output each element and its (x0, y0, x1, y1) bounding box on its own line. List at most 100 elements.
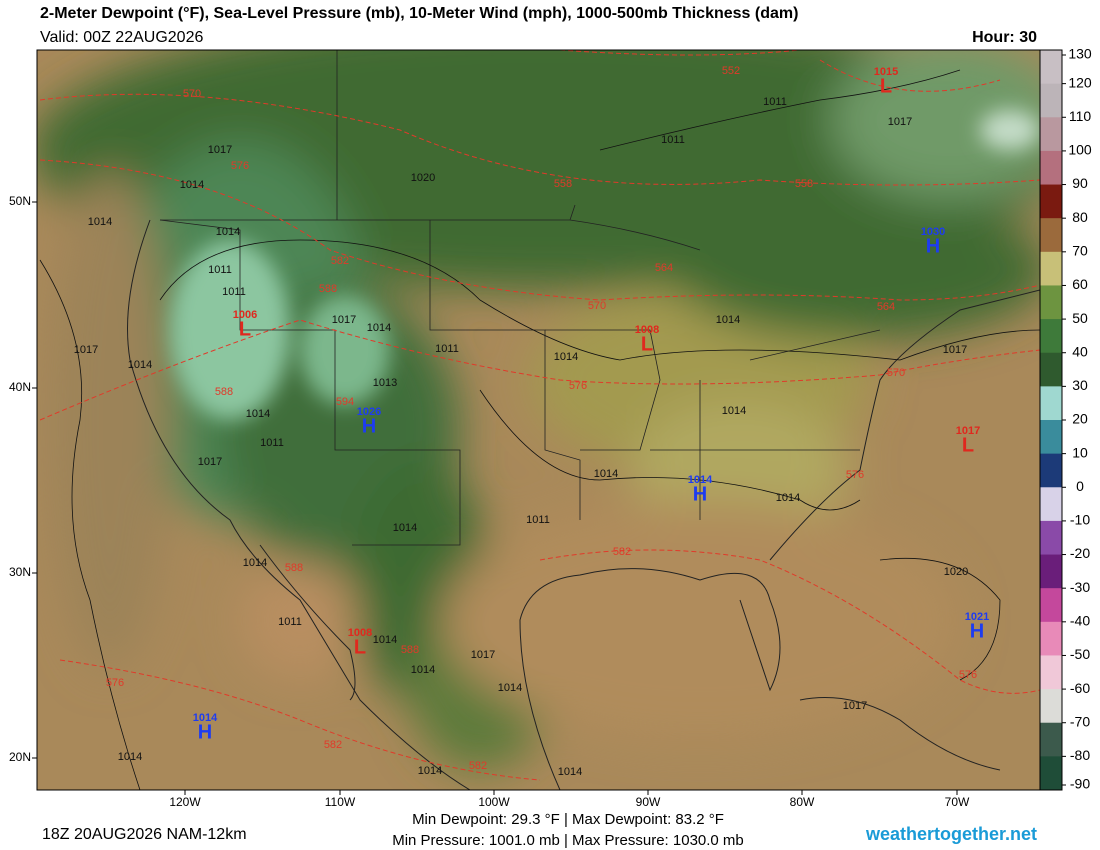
colorbar-segment (1040, 319, 1062, 354)
thickness-label: 552 (722, 65, 740, 77)
pressure-center-symbol: H (970, 620, 984, 642)
colorbar-label: 110 (1069, 108, 1092, 124)
isobar-label: 1014 (118, 751, 142, 763)
colorbar: 1301201101009080706050403020100-10-20-30… (1039, 46, 1092, 792)
pressure-center-value: 1008 (635, 324, 659, 336)
thickness-label: 594 (336, 396, 354, 408)
colorbar-label: -10 (1070, 512, 1090, 528)
latitude-label: 40N (9, 380, 31, 394)
isobar-label: 1014 (128, 359, 152, 371)
isobar-label: 1014 (716, 314, 740, 326)
isobar-label: 1014 (216, 226, 240, 238)
isobar-label: 1014 (594, 468, 618, 480)
thickness-label: 564 (877, 301, 895, 313)
isobar-label: 1014 (180, 179, 204, 191)
longitude-label: 110W (325, 795, 356, 809)
thickness-label: 570 (588, 300, 606, 312)
colorbar-segment (1040, 520, 1062, 556)
thickness-label: 588 (319, 283, 337, 295)
pressure-center-symbol: L (962, 434, 974, 456)
colorbar-label: 0 (1076, 478, 1084, 494)
colorbar-label: 10 (1072, 444, 1088, 460)
colorbar-label: 60 (1072, 276, 1088, 292)
colorbar-label: 20 (1072, 411, 1088, 427)
isobar-label: 1020 (944, 566, 968, 578)
isobar-label: 1013 (373, 377, 397, 389)
pressure-center-value: 1015 (874, 66, 898, 78)
pressure-center-value: 1017 (956, 425, 980, 437)
colorbar-label: -70 (1070, 713, 1090, 729)
colorbar-label: -60 (1070, 680, 1090, 696)
thickness-label: 582 (469, 760, 487, 772)
isobar-label: 1011 (435, 343, 459, 355)
isobars (39, 69, 1040, 790)
isobar-label: 1017 (888, 116, 912, 128)
dewpoint-detail (170, 110, 1040, 420)
pressure-center-value: 1014 (193, 712, 218, 724)
pressure-center-value: 1008 (348, 627, 372, 639)
isobar-label: 1014 (411, 664, 435, 676)
colorbar-segment (1040, 83, 1062, 118)
thickness-label: 576 (569, 380, 587, 392)
colorbar-label: -80 (1070, 747, 1090, 763)
isobar-label: 1017 (943, 344, 967, 356)
colorbar-segment (1040, 453, 1062, 488)
thickness-label: 558 (554, 178, 572, 190)
isobar-label: 1011 (763, 96, 787, 108)
isobar-label: 1014 (498, 682, 522, 694)
isobar-label: 1011 (661, 134, 685, 146)
colorbar-segment (1040, 655, 1062, 690)
pressure-center-symbol: L (641, 333, 653, 355)
forecast-hour: Hour: 30 (972, 29, 1037, 46)
colorbar-label: -50 (1070, 646, 1090, 662)
isobar-label: 1017 (198, 456, 222, 468)
pressure-center-symbol: H (362, 415, 376, 437)
pressure-center-symbol: H (926, 235, 940, 257)
pressure-center-value: 1014 (688, 474, 713, 486)
pressure-center-value: 1026 (357, 406, 381, 418)
latitude-label: 30N (9, 565, 31, 579)
isobar-label: 1017 (74, 344, 98, 356)
thickness-label: 576 (959, 669, 977, 681)
pressure-center-symbol: H (693, 483, 707, 505)
title: 2-Meter Dewpoint (°F), Sea-Level Pressur… (40, 5, 798, 22)
colorbar-segment (1040, 386, 1062, 421)
isobar-label: 1011 (260, 437, 284, 449)
colorbar-label: 80 (1072, 209, 1088, 225)
isobar-label: 1017 (471, 649, 495, 661)
colorbar-segment (1040, 285, 1062, 320)
colorbar-segment (1040, 554, 1062, 589)
colorbar-label: -40 (1070, 613, 1090, 629)
colorbar-segment (1040, 487, 1062, 522)
dewpoint-stats: Min Dewpoint: 29.3 °F | Max Dewpoint: 83… (412, 811, 724, 828)
colorbar-label: -20 (1070, 545, 1090, 561)
colorbar-label: 90 (1072, 175, 1088, 191)
colorbar-segment (1040, 689, 1062, 724)
colorbar-segment (1040, 184, 1062, 219)
coastlines (127, 219, 1040, 790)
isobar-label: 1011 (222, 286, 246, 298)
isobar-label: 1014 (373, 634, 397, 646)
colorbar-segment (1040, 50, 1062, 85)
thickness-label: 588 (285, 562, 303, 574)
isobar-label: 1014 (554, 351, 578, 363)
colorbar-label: 30 (1072, 377, 1088, 393)
colorbar-label: 40 (1072, 343, 1088, 359)
colorbar-segment (1040, 588, 1062, 623)
pressure-center-symbol: H (198, 721, 212, 743)
pressure-center-value: 1006 (233, 309, 257, 321)
colorbar-segment (1040, 117, 1062, 152)
map (37, 50, 1040, 790)
valid-time: Valid: 00Z 22AUG2026 (40, 29, 203, 46)
thickness-label: 588 (401, 644, 419, 656)
longitude-label: 120W (169, 795, 201, 809)
colorbar-segment (1040, 218, 1062, 253)
thickness-label: 558 (795, 178, 813, 190)
latitude-label: 20N (9, 750, 31, 764)
thickness-label: 564 (655, 262, 673, 274)
pressure-center-value: 1030 (921, 226, 945, 238)
colorbar-segment (1040, 251, 1062, 286)
longitude-label: 100W (478, 795, 510, 809)
longitude-label: 70W (945, 795, 970, 809)
